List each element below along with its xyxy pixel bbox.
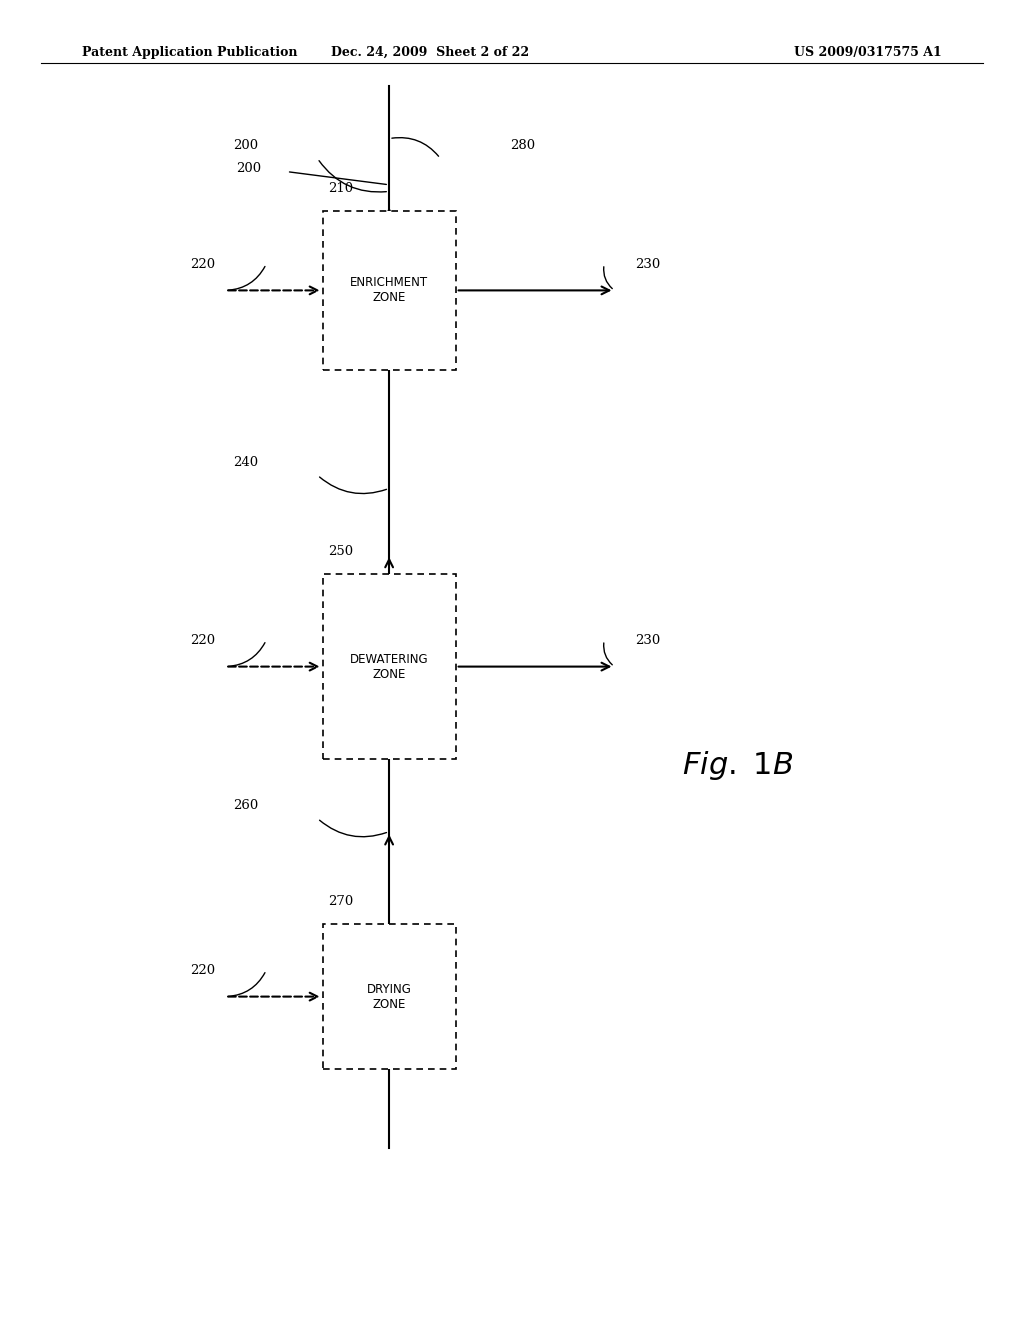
Text: DEWATERING
ZONE: DEWATERING ZONE <box>350 652 428 681</box>
Text: Patent Application Publication: Patent Application Publication <box>82 46 297 59</box>
FancyBboxPatch shape <box>323 574 456 759</box>
Text: 250: 250 <box>328 545 353 558</box>
Text: US 2009/0317575 A1: US 2009/0317575 A1 <box>795 46 942 59</box>
Text: 200: 200 <box>236 162 261 176</box>
Text: 270: 270 <box>328 895 353 908</box>
Text: DRYING
ZONE: DRYING ZONE <box>367 982 412 1011</box>
Text: 210: 210 <box>328 182 353 195</box>
FancyBboxPatch shape <box>323 211 456 370</box>
Text: 260: 260 <box>233 799 258 812</box>
FancyBboxPatch shape <box>323 924 456 1069</box>
Text: 220: 220 <box>189 634 215 647</box>
Text: 240: 240 <box>233 455 258 469</box>
Text: 200: 200 <box>233 139 258 152</box>
Text: 220: 220 <box>189 257 215 271</box>
Text: 230: 230 <box>635 257 660 271</box>
Text: 280: 280 <box>510 139 535 152</box>
Text: Dec. 24, 2009  Sheet 2 of 22: Dec. 24, 2009 Sheet 2 of 22 <box>331 46 529 59</box>
Text: 230: 230 <box>635 634 660 647</box>
Text: ENRICHMENT
ZONE: ENRICHMENT ZONE <box>350 276 428 305</box>
Text: $\it{Fig.\ 1B}$: $\it{Fig.\ 1B}$ <box>682 750 793 781</box>
Text: 220: 220 <box>189 964 215 977</box>
